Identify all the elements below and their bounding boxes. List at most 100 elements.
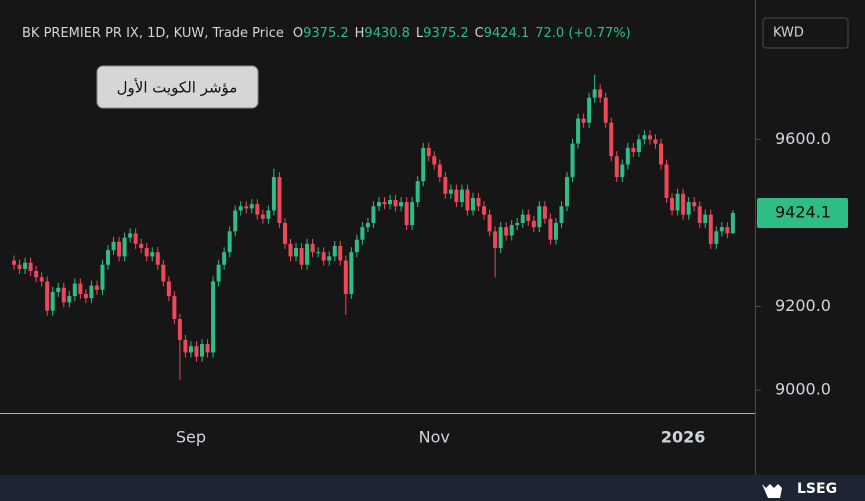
y-tick-label: 9000.0 xyxy=(775,380,831,399)
y-tick-label: 9200.0 xyxy=(775,296,831,315)
candle-body xyxy=(470,197,475,211)
candle-body xyxy=(487,214,492,232)
candle-body xyxy=(305,243,310,265)
candle-body xyxy=(553,222,558,240)
candle-body xyxy=(354,239,359,253)
brand-logo xyxy=(762,484,782,498)
candle-body xyxy=(249,204,254,209)
candle-body xyxy=(188,346,193,353)
candle-body xyxy=(482,206,487,215)
candle-body xyxy=(155,252,160,265)
ohlc-label: C xyxy=(475,26,484,41)
plot xyxy=(12,74,735,380)
candle-body xyxy=(183,339,188,353)
currency-box[interactable] xyxy=(762,17,849,49)
candle-body xyxy=(703,214,708,223)
candle-body xyxy=(133,233,138,244)
candle-body xyxy=(177,319,182,340)
candle-body xyxy=(260,214,265,219)
candle-body xyxy=(343,260,348,294)
candle-body xyxy=(211,281,216,353)
candle-body xyxy=(636,139,641,152)
candle-body xyxy=(161,264,166,282)
x-tick-label: Nov xyxy=(419,428,450,447)
candle-body xyxy=(321,252,326,261)
candle-body xyxy=(310,243,315,253)
candle-body xyxy=(56,287,61,292)
ohlc-label: O xyxy=(293,26,303,41)
candle-body xyxy=(12,260,16,265)
candle-body xyxy=(277,177,282,223)
candle-body xyxy=(222,252,227,265)
candle-body xyxy=(117,241,122,257)
candle-body xyxy=(581,118,586,123)
candle-body xyxy=(316,252,321,254)
candle-body xyxy=(730,212,735,234)
annotation-box[interactable] xyxy=(96,65,259,109)
ohlc-label: L xyxy=(416,26,424,41)
candle-body xyxy=(83,293,88,299)
candle-body xyxy=(45,281,50,311)
candle-body xyxy=(360,227,365,240)
candle-body xyxy=(23,262,28,269)
annotation: مؤشر الكويت الأول xyxy=(117,78,238,97)
candle-body xyxy=(670,197,675,211)
candle-body xyxy=(28,262,33,272)
candle-body xyxy=(404,202,409,226)
candle-body xyxy=(50,291,55,311)
candle-body xyxy=(664,164,669,198)
candle-body xyxy=(106,250,111,265)
candle-body xyxy=(365,222,370,228)
candle-body xyxy=(399,202,404,207)
candle-body xyxy=(282,222,287,244)
candle-body xyxy=(255,204,260,215)
candle-body xyxy=(614,156,619,178)
candle-body xyxy=(89,285,94,299)
candle-body xyxy=(61,287,66,303)
last-price: 9424.1 xyxy=(775,203,831,222)
candle-body xyxy=(144,248,149,257)
candle-body xyxy=(172,296,177,320)
candle-body xyxy=(100,264,105,290)
ohlc-value: 9424.1 xyxy=(484,26,530,41)
candle-body xyxy=(299,248,304,265)
candle-body xyxy=(531,220,536,228)
candle-body xyxy=(542,206,547,219)
candle-body xyxy=(34,271,39,278)
candle-body xyxy=(498,227,503,249)
brand-icon xyxy=(762,484,782,498)
candle-body xyxy=(448,189,453,194)
candle-body xyxy=(598,89,603,98)
currency: KWD xyxy=(773,26,804,41)
candle-body xyxy=(150,252,155,257)
candle-body xyxy=(548,218,553,240)
candle-body xyxy=(216,264,221,282)
candle-body xyxy=(194,346,199,357)
candle-body xyxy=(139,243,144,249)
candle-body xyxy=(476,197,481,207)
candle-body xyxy=(697,206,702,223)
candle-body xyxy=(592,89,597,98)
candle-body xyxy=(631,147,636,152)
candle-body xyxy=(576,118,581,144)
candle-body xyxy=(382,202,387,205)
candle-body xyxy=(537,206,542,228)
candle-body xyxy=(415,181,420,203)
candle-body xyxy=(376,202,381,207)
candle-body xyxy=(719,227,724,232)
ohlc-value: 9375.2 xyxy=(303,26,349,41)
candle-body xyxy=(725,227,730,234)
candle-body xyxy=(603,97,608,123)
candle-body xyxy=(437,164,442,178)
candle-body xyxy=(410,202,415,226)
candle-body xyxy=(454,189,459,203)
candle-body xyxy=(509,225,514,236)
candle-body xyxy=(72,283,77,297)
candle-body xyxy=(338,245,343,261)
candle-body xyxy=(443,177,448,194)
candle-body xyxy=(294,248,299,257)
candle-body xyxy=(708,214,713,244)
candle-body xyxy=(238,206,243,211)
last-price-box xyxy=(757,198,848,228)
